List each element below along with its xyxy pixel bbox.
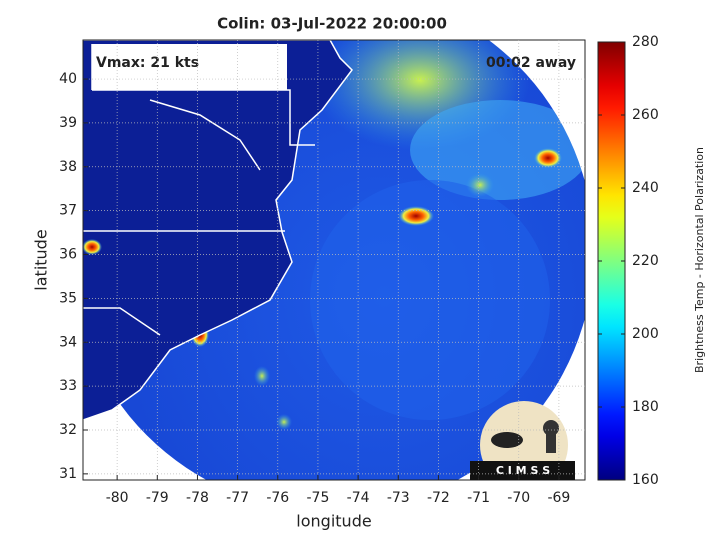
- x-tick-label: -80: [106, 490, 129, 506]
- x-axis-label: longitude: [296, 512, 371, 531]
- y-tick-label: 38: [59, 159, 77, 175]
- x-tick-label: -75: [306, 490, 329, 506]
- y-tick-label: 36: [59, 247, 77, 263]
- colorbar-tick-label: 200: [632, 326, 659, 342]
- colorbar-tick-label: 180: [632, 399, 659, 415]
- y-tick-label: 40: [59, 71, 77, 87]
- annotation: 00:02 away: [486, 55, 576, 71]
- y-tick-label: 31: [59, 466, 77, 482]
- x-tick-label: -73: [387, 490, 410, 506]
- colorbar-label: Brightness Temp - Horizontal Polarizatio…: [693, 147, 706, 373]
- chart-title: Colin: 03-Jul-2022 20:00:00: [217, 15, 447, 33]
- x-tick-label: -76: [266, 490, 289, 506]
- y-tick-label: 35: [59, 290, 77, 306]
- y-tick-label: 37: [59, 203, 77, 219]
- y-tick-label: 34: [59, 334, 77, 350]
- x-tick-label: -70: [507, 490, 530, 506]
- logo-text: C I M S S: [496, 464, 550, 477]
- x-tick-label: -77: [226, 490, 249, 506]
- plot-frame: [82, 39, 586, 481]
- y-tick-label: 33: [59, 378, 77, 394]
- annotation: Vmax: 21 kts: [96, 55, 199, 71]
- x-tick-label: -72: [427, 490, 450, 506]
- x-tick-label: -79: [146, 490, 169, 506]
- x-tick-label: -78: [186, 490, 209, 506]
- x-tick-label: -71: [467, 490, 490, 506]
- x-tick-label: -74: [347, 490, 370, 506]
- y-axis-label: latitude: [32, 229, 51, 290]
- colorbar-tick-label: 260: [632, 107, 659, 123]
- map-image: [83, 40, 585, 480]
- y-tick-label: 39: [59, 115, 77, 131]
- colorbar-tick-label: 280: [632, 34, 659, 50]
- colorbar: [597, 41, 626, 481]
- x-tick-label: -69: [547, 490, 570, 506]
- colorbar-tick-label: 160: [632, 472, 659, 488]
- y-tick-label: 32: [59, 422, 77, 438]
- logo: [470, 401, 575, 480]
- colorbar-tick-label: 240: [632, 180, 659, 196]
- colorbar-tick-label: 220: [632, 253, 659, 269]
